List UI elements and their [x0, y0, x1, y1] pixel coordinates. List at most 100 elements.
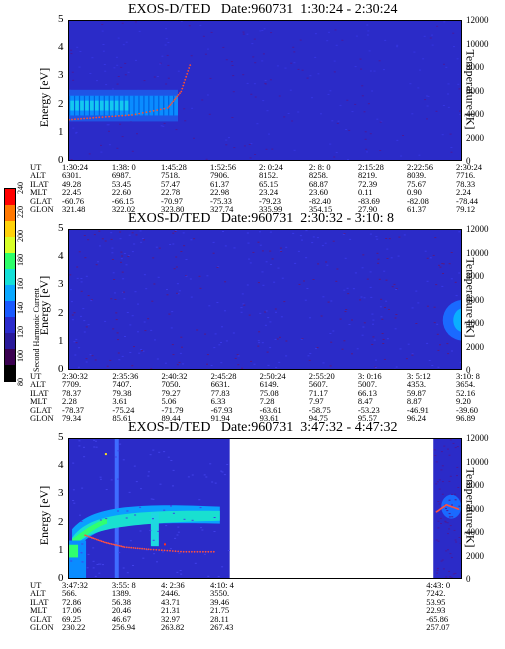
noise-speck [149, 454, 152, 456]
noise-speck [437, 527, 440, 529]
ephemeris-cell: -82.08 [406, 195, 429, 206]
ephemeris-cell: 3:55: 8 [111, 580, 136, 590]
noise-speck [337, 120, 340, 122]
noise-speck [111, 252, 114, 254]
noise-speck [115, 56, 118, 58]
noise-speck [435, 539, 438, 541]
noise-speck [363, 297, 366, 299]
noise-speck [447, 533, 449, 535]
noise-speck [259, 231, 261, 233]
noise-speck [198, 499, 201, 501]
noise-speck [154, 339, 156, 341]
noise-speck [440, 469, 443, 471]
temperature-point [138, 112, 141, 115]
noise-speck [440, 523, 442, 524]
noise-speck [432, 254, 435, 256]
noise-speck [449, 133, 452, 135]
ephemeris-row-label: MLT [30, 187, 48, 198]
ephemeris-row-label: UT [30, 162, 42, 172]
noise-speck [375, 359, 377, 361]
noise-speck [206, 354, 209, 356]
y-tick-left: 2 [58, 97, 64, 110]
noise-speck [116, 332, 119, 334]
noise-speck [180, 336, 183, 338]
noise-speck [199, 24, 202, 26]
ephemeris-cell: 23.60 [308, 187, 329, 198]
noise-speck [447, 549, 449, 551]
noise-speck [69, 274, 72, 276]
ephemeris-cell: 566. [62, 588, 77, 599]
noise-speck [269, 321, 272, 323]
y-tick-left: 2 [58, 515, 64, 528]
noise-speck [93, 446, 96, 448]
temperature-point [115, 544, 118, 546]
colorbar-tick: 140 [16, 302, 25, 314]
noise-speck [269, 79, 272, 81]
noise-speck [252, 56, 255, 58]
noise-speck [450, 577, 453, 578]
noise-speck [257, 340, 260, 342]
noise-speck [85, 275, 88, 277]
ephemeris-column: 4: 2:36 2446. 43.71 21.31 32.97 263.82 [161, 581, 185, 632]
noise-speck [392, 369, 394, 370]
noise-speck [203, 474, 206, 476]
ephemeris-cell: 59.87 [406, 387, 427, 398]
ephemeris-cell: 79.12 [456, 204, 476, 215]
ephemeris-cell: 3:47:32 [62, 580, 88, 590]
panel-3-plot [68, 438, 462, 579]
noise-speck [292, 46, 295, 48]
y-tick-right: 4000 [466, 109, 484, 119]
band-stripe [103, 95, 105, 116]
noise-speck [435, 110, 438, 112]
noise-speck [153, 283, 156, 285]
noise-speck [452, 32, 455, 34]
noise-speck [189, 278, 192, 280]
noise-speck [133, 465, 136, 467]
noise-speck [298, 283, 301, 285]
ephemeris-column: 2:15:28 8219. 72.39 0.11 -83.69 27.90 [358, 163, 384, 214]
temperature-point [104, 541, 106, 544]
noise-speck [316, 237, 319, 239]
temperature-point [189, 64, 192, 66]
noise-speck [152, 539, 155, 541]
noise-speck [441, 481, 444, 483]
temperature-point [111, 115, 114, 118]
noise-speck [261, 342, 264, 344]
noise-speck [359, 299, 362, 301]
noise-speck [448, 513, 451, 515]
noise-speck [300, 338, 303, 340]
noise-speck [339, 318, 342, 320]
noise-speck [110, 232, 113, 234]
temperature-point [457, 508, 460, 510]
y-tick-right: 8000 [466, 480, 484, 490]
noise-speck [231, 65, 234, 66]
noise-speck [426, 257, 429, 259]
noise-speck [356, 348, 359, 350]
noise-speck [256, 123, 259, 125]
ephemeris-column: 2: 0:24 8152. 65.15 23.24 -79.23 335.99 [259, 163, 283, 214]
noise-speck [105, 84, 108, 86]
noise-speck [117, 510, 119, 512]
noise-speck [403, 234, 406, 236]
noise-speck [451, 350, 453, 352]
noise-speck [183, 108, 186, 110]
noise-speck [183, 245, 186, 247]
ephemeris-cell: 3.61 [112, 396, 128, 407]
noise-speck [325, 261, 328, 263]
noise-speck [315, 348, 317, 350]
noise-speck [254, 96, 257, 98]
noise-speck [361, 85, 364, 87]
noise-speck [369, 70, 372, 72]
noise-speck [164, 362, 167, 364]
noise-speck [320, 113, 322, 115]
noise-speck [385, 300, 388, 302]
noise-speck [380, 298, 383, 300]
ephemeris-row-label: GLON [30, 413, 54, 424]
noise-speck [454, 539, 457, 541]
noise-speck [452, 442, 455, 444]
noise-speck [116, 478, 119, 480]
noise-speck [363, 111, 366, 113]
noise-speck [316, 347, 319, 349]
noise-speck [124, 74, 127, 76]
noise-speck [301, 69, 304, 71]
